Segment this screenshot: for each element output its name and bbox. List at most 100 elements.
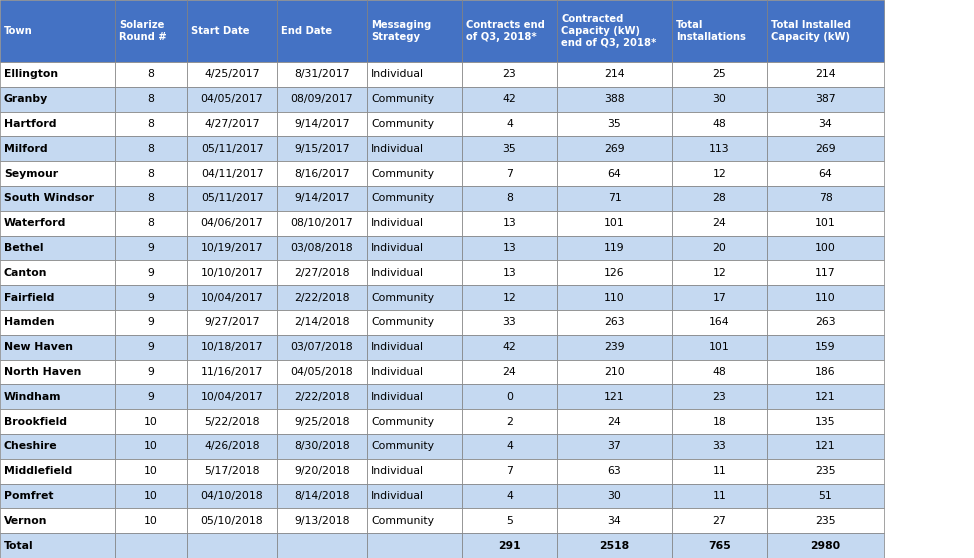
Text: 25: 25 [713, 69, 727, 79]
Text: Individual: Individual [371, 69, 424, 79]
Text: 9/20/2018: 9/20/2018 [294, 466, 350, 476]
Bar [462, 533, 557, 558]
Text: Town: Town [4, 26, 33, 36]
Text: 8/16/2017: 8/16/2017 [294, 169, 350, 179]
Bar [277, 384, 367, 409]
Bar [672, 235, 767, 261]
Text: 210: 210 [604, 367, 625, 377]
Bar [187, 261, 277, 285]
Text: Cheshire: Cheshire [4, 441, 57, 451]
Bar [367, 310, 462, 335]
Text: 28: 28 [713, 194, 727, 204]
Bar [187, 359, 277, 384]
Text: Hamden: Hamden [4, 318, 55, 328]
Text: 04/05/2018: 04/05/2018 [290, 367, 354, 377]
Text: 23: 23 [713, 392, 727, 402]
Text: 23: 23 [503, 69, 516, 79]
Text: 113: 113 [709, 144, 730, 154]
Bar [367, 359, 462, 384]
Text: 0: 0 [506, 392, 513, 402]
Text: 5: 5 [506, 516, 513, 526]
Text: North Haven: North Haven [4, 367, 82, 377]
Bar [557, 161, 672, 186]
Text: 24: 24 [503, 367, 516, 377]
Bar [187, 186, 277, 211]
Bar [0, 335, 115, 359]
Bar [462, 459, 557, 484]
Text: Community: Community [371, 194, 434, 204]
Bar [462, 359, 557, 384]
Text: 8/14/2018: 8/14/2018 [294, 491, 350, 501]
Bar [0, 261, 115, 285]
Bar [277, 409, 367, 434]
Bar [462, 261, 557, 285]
Bar [767, 310, 884, 335]
Text: 7: 7 [506, 169, 513, 179]
Text: 04/10/2018: 04/10/2018 [201, 491, 263, 501]
Bar [187, 434, 277, 459]
Text: 11: 11 [713, 466, 727, 476]
Text: 388: 388 [604, 94, 624, 104]
Text: Messaging
Strategy: Messaging Strategy [371, 20, 431, 42]
Text: 10/10/2017: 10/10/2017 [201, 268, 263, 278]
Bar [557, 0, 672, 62]
Text: 03/07/2018: 03/07/2018 [290, 342, 354, 352]
Bar [277, 359, 367, 384]
Text: 9: 9 [148, 268, 155, 278]
Bar [277, 87, 367, 112]
Text: 8: 8 [148, 94, 155, 104]
Bar [462, 235, 557, 261]
Text: 48: 48 [713, 367, 727, 377]
Text: 387: 387 [815, 94, 836, 104]
Bar [672, 261, 767, 285]
Text: 10/19/2017: 10/19/2017 [201, 243, 263, 253]
Text: 8: 8 [148, 169, 155, 179]
Text: 214: 214 [815, 69, 836, 79]
Bar [277, 62, 367, 87]
Text: 35: 35 [608, 119, 621, 129]
Text: 9: 9 [148, 392, 155, 402]
Text: 101: 101 [604, 218, 625, 228]
Bar [672, 508, 767, 533]
Bar [367, 508, 462, 533]
Text: 04/05/2017: 04/05/2017 [201, 94, 263, 104]
Bar [367, 261, 462, 285]
Text: Vernon: Vernon [4, 516, 48, 526]
Bar [0, 484, 115, 508]
Text: 164: 164 [709, 318, 730, 328]
Text: 17: 17 [713, 292, 727, 302]
Bar [0, 459, 115, 484]
Bar [557, 434, 672, 459]
Bar [187, 0, 277, 62]
Bar [277, 508, 367, 533]
Text: 37: 37 [608, 441, 621, 451]
Text: Contracted
Capacity (kW)
end of Q3, 2018*: Contracted Capacity (kW) end of Q3, 2018… [561, 15, 656, 47]
Bar [767, 87, 884, 112]
Text: 9/14/2017: 9/14/2017 [294, 194, 350, 204]
Text: Fairfield: Fairfield [4, 292, 55, 302]
Text: 110: 110 [604, 292, 625, 302]
Bar [187, 484, 277, 508]
Bar [557, 310, 672, 335]
Bar [115, 459, 187, 484]
Bar [367, 384, 462, 409]
Text: 71: 71 [608, 194, 621, 204]
Text: 10/18/2017: 10/18/2017 [201, 342, 263, 352]
Text: 2/27/2018: 2/27/2018 [294, 268, 350, 278]
Bar [277, 335, 367, 359]
Bar [0, 285, 115, 310]
Text: 11/16/2017: 11/16/2017 [201, 367, 263, 377]
Bar [767, 186, 884, 211]
Text: Ellington: Ellington [4, 69, 58, 79]
Text: 05/11/2017: 05/11/2017 [201, 144, 263, 154]
Text: 34: 34 [818, 119, 833, 129]
Bar [557, 87, 672, 112]
Text: 13: 13 [503, 268, 516, 278]
Text: Hartford: Hartford [4, 119, 56, 129]
Bar [557, 484, 672, 508]
Text: 7: 7 [506, 466, 513, 476]
Text: 10: 10 [144, 491, 158, 501]
Bar [367, 0, 462, 62]
Bar [187, 335, 277, 359]
Bar [672, 211, 767, 235]
